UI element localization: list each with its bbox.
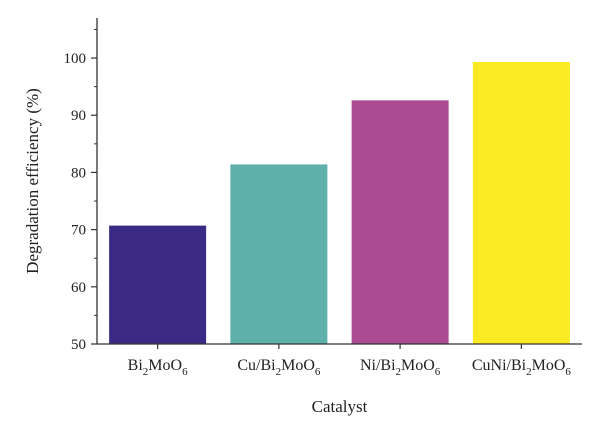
y-tick-label: 50 xyxy=(71,337,86,353)
bar-1 xyxy=(230,164,328,344)
y-tick-label: 90 xyxy=(71,108,86,124)
x-axis-title: Catalyst xyxy=(312,397,368,416)
y-tick-label: 70 xyxy=(71,223,86,239)
x-categories-group: Bi2MoO6 Cu/Bi2MoO6 Ni/Bi2MoO6 CuNi/Bi2MoO6 xyxy=(128,357,572,378)
y-tick-label: 80 xyxy=(71,165,86,181)
x-category-label: Ni/Bi2MoO6 xyxy=(360,357,441,378)
bars-group xyxy=(109,62,570,344)
y-axis-title: Degradation efficiency (%) xyxy=(23,88,42,274)
axes-group xyxy=(96,18,582,345)
bar-2 xyxy=(351,100,449,344)
x-category-label: Bi2MoO6 xyxy=(128,357,188,378)
bar-0 xyxy=(109,225,207,344)
bar-3 xyxy=(472,62,570,344)
x-category-label: CuNi/Bi2MoO6 xyxy=(472,357,572,378)
y-ticks-group: 50 60 70 80 90 100 xyxy=(64,28,522,353)
y-tick-label: 100 xyxy=(64,51,87,67)
x-category-label: Cu/Bi2MoO6 xyxy=(237,357,321,378)
y-tick-label: 60 xyxy=(71,280,86,296)
